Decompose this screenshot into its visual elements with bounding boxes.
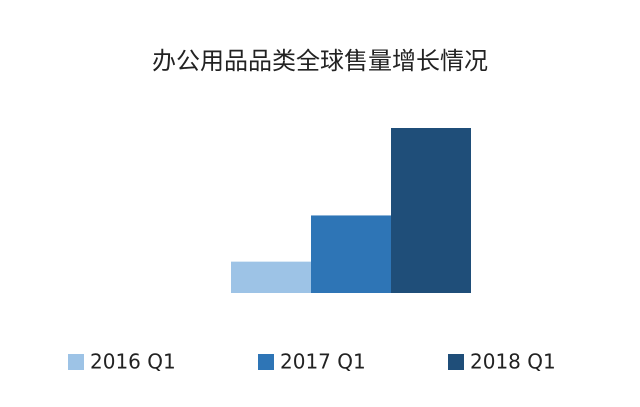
legend-swatch [448, 354, 464, 370]
legend-label: 2016 Q1 [90, 350, 176, 374]
legend-label: 2017 Q1 [280, 350, 366, 374]
bar [231, 261, 311, 293]
legend-swatch [258, 354, 274, 370]
bar [311, 215, 391, 293]
legend-swatch [68, 354, 84, 370]
chart-title: 办公用品品类全球售量增长情况 [152, 47, 488, 75]
legend-label: 2018 Q1 [470, 350, 556, 374]
bar [391, 128, 471, 293]
